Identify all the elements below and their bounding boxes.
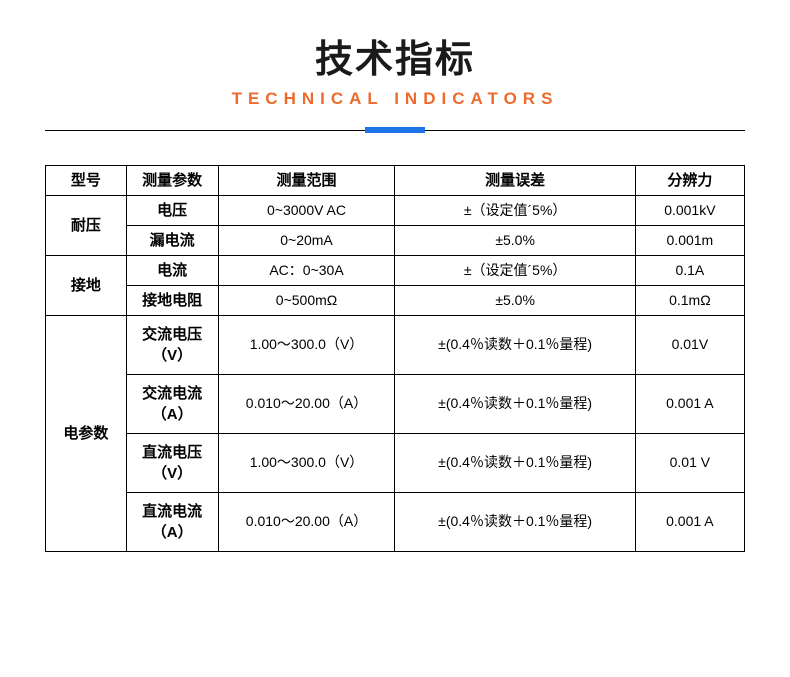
cell-param: 交流电流（A） bbox=[126, 375, 218, 434]
cell-resolution: 0.001m bbox=[635, 226, 744, 256]
cell-param: 交流电压（V） bbox=[126, 316, 218, 375]
cell-resolution: 0.01 V bbox=[635, 434, 744, 493]
table-row: 直流电压（V） 1.00～300.0（V） ±(0.4％读数＋0.1％量程) 0… bbox=[46, 434, 745, 493]
col-param: 测量参数 bbox=[126, 166, 218, 196]
divider bbox=[45, 127, 745, 133]
spec-table: 型号 测量参数 测量范围 测量误差 分辨力 耐压 电压 0~3000V AC ±… bbox=[45, 165, 745, 552]
table-row: 交流电流（A） 0.010～20.00（A） ±(0.4％读数＋0.1％量程) … bbox=[46, 375, 745, 434]
cell-error: ±（设定值´5%） bbox=[395, 196, 635, 226]
header: 技术指标 TECHNICAL INDICATORS bbox=[0, 0, 790, 133]
table-header-row: 型号 测量参数 测量范围 测量误差 分辨力 bbox=[46, 166, 745, 196]
cell-error: ±(0.4％读数＋0.1％量程) bbox=[395, 434, 635, 493]
cell-range: 0~500mΩ bbox=[218, 286, 395, 316]
cell-model: 接地 bbox=[46, 256, 127, 316]
cell-range: 1.00～300.0（V） bbox=[218, 316, 395, 375]
col-range: 测量范围 bbox=[218, 166, 395, 196]
cell-model: 耐压 bbox=[46, 196, 127, 256]
table-row: 接地 电流 AC：0~30A ±（设定值´5%） 0.1A bbox=[46, 256, 745, 286]
cell-param: 直流电流（A） bbox=[126, 493, 218, 552]
cell-error: ±5.0% bbox=[395, 226, 635, 256]
divider-bar bbox=[365, 127, 425, 133]
cell-param: 电流 bbox=[126, 256, 218, 286]
cell-range: AC：0~30A bbox=[218, 256, 395, 286]
table-row: 漏电流 0~20mA ±5.0% 0.001m bbox=[46, 226, 745, 256]
cell-error: ±5.0% bbox=[395, 286, 635, 316]
table-row: 电参数 交流电压（V） 1.00～300.0（V） ±(0.4％读数＋0.1％量… bbox=[46, 316, 745, 375]
cell-range: 0.010～20.00（A） bbox=[218, 493, 395, 552]
cell-range: 0~3000V AC bbox=[218, 196, 395, 226]
cell-range: 0~20mA bbox=[218, 226, 395, 256]
cell-error: ±(0.4％读数＋0.1％量程) bbox=[395, 493, 635, 552]
cell-error: ±(0.4％读数＋0.1％量程) bbox=[395, 316, 635, 375]
cell-error: ±(0.4％读数＋0.1％量程) bbox=[395, 375, 635, 434]
cell-param: 漏电流 bbox=[126, 226, 218, 256]
col-error: 测量误差 bbox=[395, 166, 635, 196]
page-title-cn: 技术指标 bbox=[0, 28, 790, 83]
table-row: 耐压 电压 0~3000V AC ±（设定值´5%） 0.001kV bbox=[46, 196, 745, 226]
cell-resolution: 0.1A bbox=[635, 256, 744, 286]
cell-param: 电压 bbox=[126, 196, 218, 226]
cell-model: 电参数 bbox=[46, 316, 127, 552]
cell-range: 0.010～20.00（A） bbox=[218, 375, 395, 434]
cell-resolution: 0.001kV bbox=[635, 196, 744, 226]
cell-param: 直流电压（V） bbox=[126, 434, 218, 493]
col-model: 型号 bbox=[46, 166, 127, 196]
col-resolution: 分辨力 bbox=[635, 166, 744, 196]
cell-resolution: 0.01V bbox=[635, 316, 744, 375]
cell-resolution: 0.001 A bbox=[635, 375, 744, 434]
spec-table-wrap: 型号 测量参数 测量范围 测量误差 分辨力 耐压 电压 0~3000V AC ±… bbox=[45, 165, 745, 552]
cell-param: 接地电阻 bbox=[126, 286, 218, 316]
table-row: 接地电阻 0~500mΩ ±5.0% 0.1mΩ bbox=[46, 286, 745, 316]
page-title-en: TECHNICAL INDICATORS bbox=[0, 89, 790, 109]
cell-error: ±（设定值´5%） bbox=[395, 256, 635, 286]
cell-range: 1.00～300.0（V） bbox=[218, 434, 395, 493]
table-row: 直流电流（A） 0.010～20.00（A） ±(0.4％读数＋0.1％量程) … bbox=[46, 493, 745, 552]
cell-resolution: 0.001 A bbox=[635, 493, 744, 552]
cell-resolution: 0.1mΩ bbox=[635, 286, 744, 316]
